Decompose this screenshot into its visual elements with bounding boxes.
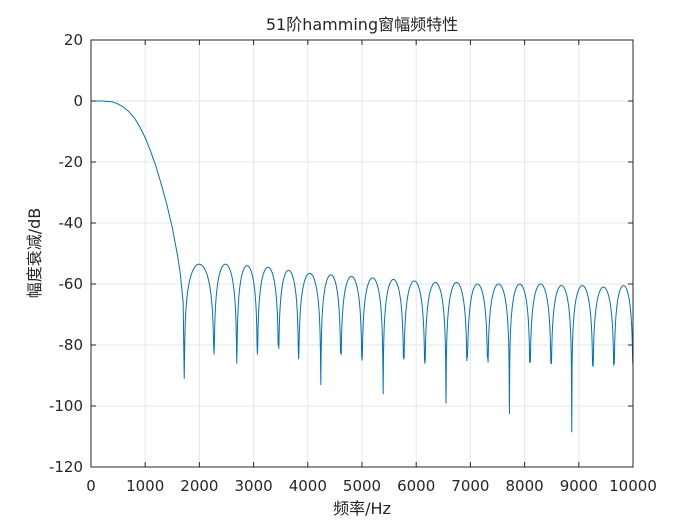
x-tick-label: 8000: [506, 477, 544, 495]
curve-layer: [91, 100, 634, 433]
x-tick-label: 9000: [560, 477, 598, 495]
x-tick-label: 3000: [235, 477, 273, 495]
x-tick-labels: 0 1000 2000 3000 4000 5000 6000 7000 8000 9000 100…: [86, 477, 657, 495]
x-tick-label: 10000: [609, 477, 657, 495]
x-tick-label: 0: [86, 477, 96, 495]
y-tick-label: -80: [59, 336, 84, 354]
y-tick-labels: 20 0 -20 -40 -60 -80 -100 -120: [49, 31, 83, 476]
y-tick-label: -20: [59, 153, 84, 171]
x-tick-label: 4000: [289, 477, 327, 495]
y-tick-label: -120: [49, 458, 83, 476]
y-axis-label: 幅度衰减/dB: [25, 208, 44, 299]
y-tick-label: 0: [73, 92, 83, 110]
tick-marks: [90, 39, 634, 468]
x-tick-label: 7000: [451, 477, 489, 495]
x-tick-label: 2000: [180, 477, 218, 495]
x-tick-label: 6000: [397, 477, 435, 495]
chart-title: 51阶hamming窗幅频特性: [266, 15, 458, 34]
x-axis-label: 频率/Hz: [333, 499, 391, 518]
x-tick-label: 5000: [343, 477, 381, 495]
x-tick-label: 1000: [126, 477, 164, 495]
y-tick-label: -100: [49, 397, 83, 415]
y-tick-label: -60: [59, 275, 84, 293]
y-tick-label: -40: [59, 214, 84, 232]
y-tick-label: 20: [64, 31, 83, 49]
magnitude-response-line: [91, 100, 634, 433]
